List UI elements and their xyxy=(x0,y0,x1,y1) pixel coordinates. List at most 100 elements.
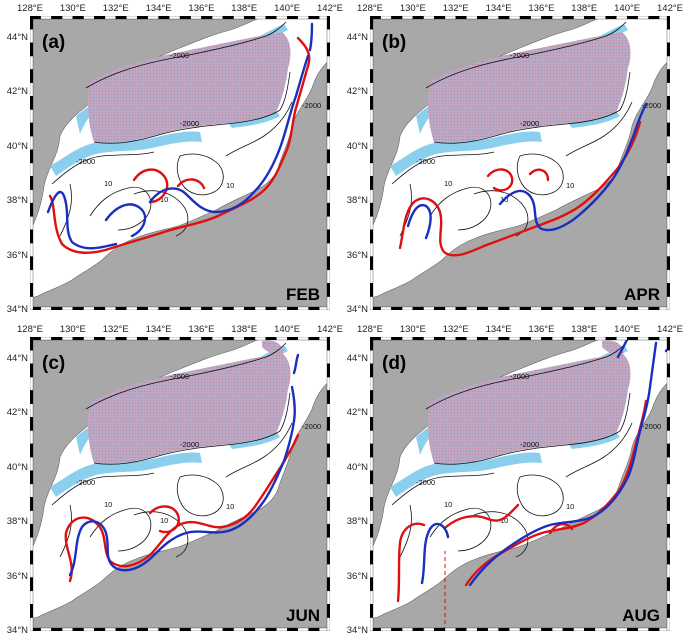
depth-contour xyxy=(176,474,224,517)
axis-tick-label: 136°E xyxy=(188,3,215,14)
axis-tick-label: 130°E xyxy=(399,324,426,335)
contour-label: -2000 xyxy=(180,119,199,128)
front-line-blue xyxy=(148,54,310,214)
axis-tick-label: 134°E xyxy=(145,3,172,14)
contour-label: -2000 xyxy=(416,157,435,166)
map-panel-d: -2000 -2000 -2000 10 10 10 -2000 (d) AUG xyxy=(370,337,670,631)
axis-tick-label: 128°E xyxy=(357,324,383,335)
contour-label: -2000 xyxy=(302,422,321,431)
axis-tick-label: 138°E xyxy=(231,324,258,335)
panel-label: (a) xyxy=(42,32,65,53)
front-line-blue xyxy=(68,385,297,577)
axis-tick-label: 44°N xyxy=(346,353,368,364)
axis-tick-label: 44°N xyxy=(6,32,28,43)
depth-contour xyxy=(51,151,155,185)
front-line-red xyxy=(396,522,426,603)
front-line-red xyxy=(64,433,300,583)
map-svg: -2000 -2000 -2000 10 10 10 -2000 (d) AUG xyxy=(370,337,670,631)
axis-tick-label: 132°E xyxy=(442,324,469,335)
deep-basin-hatched xyxy=(87,32,291,143)
front-line-red xyxy=(132,168,169,204)
contour-label: 10 xyxy=(444,500,452,509)
contour-label: 10 xyxy=(226,502,234,511)
contour-label: -2000 xyxy=(76,157,95,166)
depth-contour xyxy=(516,474,564,517)
axis-tick-label: 128°E xyxy=(17,324,43,335)
depth-contour xyxy=(59,504,72,558)
front-line-red xyxy=(176,178,206,190)
contour-label: -2000 xyxy=(510,372,529,381)
axis-tick-label: 34°N xyxy=(346,625,368,636)
axis-tick-label: 142°E xyxy=(657,3,683,14)
depth-contour xyxy=(391,472,495,506)
map-panel-a: -2000 -2000 -2000 10 10 10 -2000 (a) FEB xyxy=(30,16,330,310)
shelf-region xyxy=(390,131,542,176)
axis-tick-label: 134°E xyxy=(485,324,512,335)
depth-contour xyxy=(425,21,627,89)
front-line-blue xyxy=(420,522,450,585)
depth-contour xyxy=(225,422,293,478)
axis-tick-label: 38°N xyxy=(6,195,28,207)
depth-contour xyxy=(433,392,631,465)
contour-label: 10 xyxy=(566,181,574,190)
front-line-red xyxy=(398,120,642,257)
depth-contour xyxy=(473,511,529,558)
contour-label: 10 xyxy=(104,179,112,188)
axis-tick-label: 130°E xyxy=(59,324,86,335)
map-svg: -2000 -2000 -2000 10 10 10 -2000 (a) FEB xyxy=(30,16,330,310)
axis-tick-label: 40°N xyxy=(346,461,368,473)
contour-label: -2000 xyxy=(520,440,539,449)
contour-label: 10 xyxy=(104,500,112,509)
axis-tick-label: 128°E xyxy=(357,3,383,14)
depth-contour xyxy=(89,507,152,552)
front-line-red xyxy=(548,522,574,535)
front-line-red xyxy=(148,505,180,534)
axis-tick-label: 136°E xyxy=(528,3,555,14)
map-frame xyxy=(370,337,670,631)
axis-tick-label: 138°E xyxy=(571,3,598,14)
axis-tick-label: 42°N xyxy=(346,86,368,98)
shelf-region xyxy=(50,452,202,497)
axis-tick-label: 132°E xyxy=(442,3,469,14)
depth-contour xyxy=(89,186,152,231)
shelf-region xyxy=(390,452,542,497)
axis-tick-label: 40°N xyxy=(346,140,368,152)
axis-tick-label: 44°N xyxy=(346,32,368,43)
axis-tick-label: 34°N xyxy=(346,304,368,315)
panel-label: (c) xyxy=(42,353,65,374)
axis-tick-label: 38°N xyxy=(6,516,28,528)
depth-contour xyxy=(565,422,633,478)
axis-tick-label: 140°E xyxy=(274,3,301,14)
depth-contour xyxy=(225,101,293,157)
month-label: APR xyxy=(624,285,660,304)
axis-tick-label: 42°N xyxy=(6,86,28,98)
depth-contour xyxy=(391,151,495,185)
contour-label: -2000 xyxy=(302,101,321,110)
depth-contour xyxy=(93,71,291,144)
front-line-blue xyxy=(104,203,147,238)
axis-tick-label: 40°N xyxy=(6,461,28,473)
map-panel-c: -2000 -2000 -2000 10 10 10 -2000 (c) JUN xyxy=(30,337,330,631)
depth-contour xyxy=(85,21,287,89)
deep-basin-hatched xyxy=(87,353,291,464)
depth-contour xyxy=(473,190,529,237)
contour-label: -2000 xyxy=(170,51,189,60)
axis-tick-label: 36°N xyxy=(6,570,28,582)
axis-tick-label: 128°E xyxy=(17,3,43,14)
axis-tick-label: 36°N xyxy=(346,249,368,261)
axis-tick-label: 142°E xyxy=(317,3,343,14)
depth-contour xyxy=(399,504,412,558)
axis-tick-label: 34°N xyxy=(6,304,28,315)
contour-label: -2000 xyxy=(510,51,529,60)
axis-tick-label: 130°E xyxy=(59,3,86,14)
axis-tick-label: 44°N xyxy=(6,353,28,364)
contour-label: 10 xyxy=(160,195,168,204)
axis-tick-label: 138°E xyxy=(231,3,258,14)
axis-tick-label: 140°E xyxy=(274,324,301,335)
contour-label: 10 xyxy=(566,502,574,511)
depth-contour xyxy=(93,392,291,465)
depth-contour xyxy=(429,507,492,552)
month-label: JUN xyxy=(286,606,320,625)
front-line-blue xyxy=(46,190,118,250)
